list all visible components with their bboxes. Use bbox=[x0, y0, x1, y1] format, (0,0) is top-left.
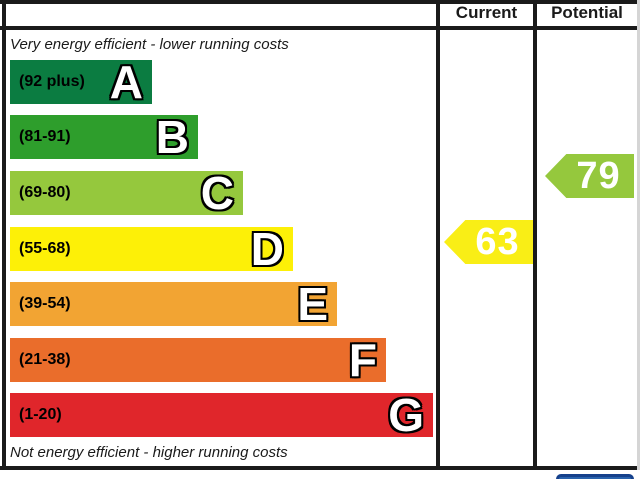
current-rating-arrow: 63 bbox=[444, 220, 533, 264]
band-d: (55-68) D bbox=[10, 223, 293, 275]
header-separator-line bbox=[0, 26, 640, 30]
band-g-letter: G bbox=[388, 389, 424, 441]
table-border-top bbox=[0, 0, 640, 4]
potential-column-divider bbox=[533, 0, 537, 470]
caption-not-efficient: Not energy efficient - higher running co… bbox=[10, 444, 288, 461]
band-c: (69-80) C bbox=[10, 167, 243, 219]
band-b-letter: B bbox=[155, 111, 189, 163]
band-a: (92 plus) A bbox=[10, 56, 152, 108]
band-d-range: (55-68) bbox=[19, 240, 71, 257]
band-c-range: (69-80) bbox=[19, 184, 71, 201]
band-a-range: (92 plus) bbox=[19, 73, 85, 90]
band-d-letter: D bbox=[250, 223, 284, 275]
potential-rating-value: 79 bbox=[576, 154, 621, 197]
current-column-header: Current bbox=[455, 3, 518, 22]
eu-directive-logo-partial bbox=[556, 474, 634, 479]
band-e-range: (39-54) bbox=[19, 295, 71, 312]
band-g-range: (1-20) bbox=[19, 406, 62, 423]
potential-rating-arrow: 79 bbox=[545, 154, 634, 198]
band-b-range: (81-91) bbox=[19, 128, 71, 145]
band-c-letter: C bbox=[200, 167, 234, 219]
band-f-letter: F bbox=[348, 334, 377, 386]
band-e-letter: E bbox=[297, 278, 328, 330]
image-right-edge bbox=[637, 0, 640, 470]
caption-very-efficient: Very energy efficient - lower running co… bbox=[10, 36, 289, 53]
current-rating-value: 63 bbox=[475, 220, 520, 263]
band-g: (1-20) G bbox=[10, 389, 433, 441]
band-b: (81-91) B bbox=[10, 111, 198, 163]
potential-column-header: Potential bbox=[551, 3, 623, 22]
band-f: (21-38) F bbox=[10, 334, 386, 386]
band-f-range: (21-38) bbox=[19, 351, 71, 368]
table-border-bottom bbox=[0, 466, 640, 470]
band-e: (39-54) E bbox=[10, 278, 337, 330]
table-border-left bbox=[2, 0, 6, 470]
current-column-divider bbox=[436, 0, 440, 470]
band-a-letter: A bbox=[109, 56, 143, 108]
